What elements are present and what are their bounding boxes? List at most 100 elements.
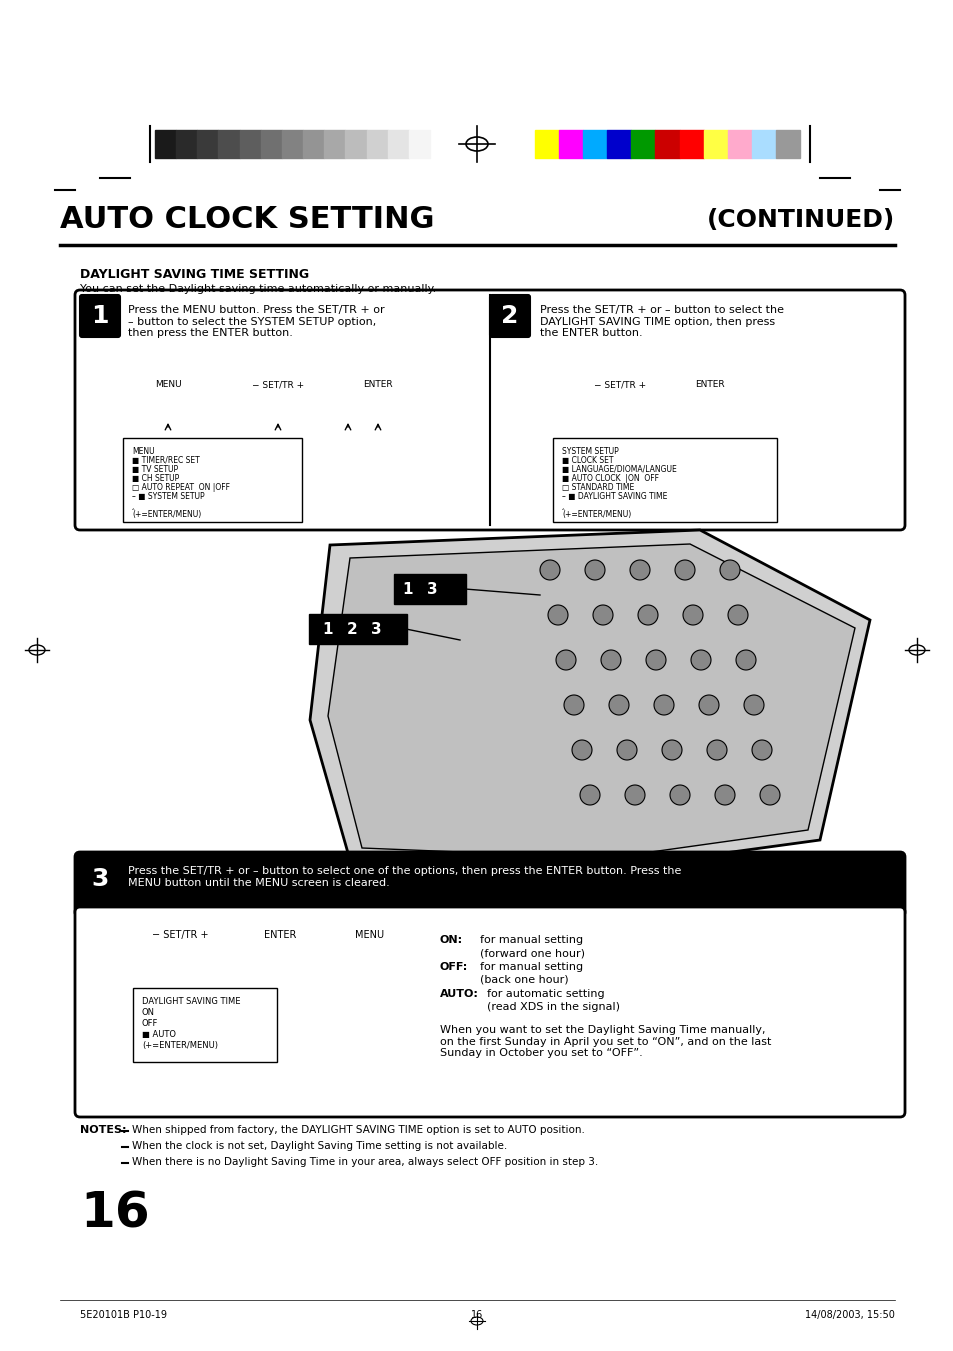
Bar: [154, 130, 176, 158]
Circle shape: [743, 694, 763, 715]
Circle shape: [720, 561, 740, 580]
Text: for manual setting: for manual setting: [479, 935, 582, 944]
Text: for manual setting: for manual setting: [479, 962, 582, 971]
Circle shape: [572, 740, 592, 761]
Text: 5E20101B P10-19: 5E20101B P10-19: [80, 1310, 167, 1320]
Circle shape: [675, 561, 695, 580]
Text: Press the SET/TR + or – button to select the
DAYLIGHT SAVING TIME option, then p: Press the SET/TR + or – button to select…: [539, 305, 783, 338]
Bar: [535, 130, 558, 158]
Circle shape: [539, 561, 559, 580]
Text: ■ TV SETUP: ■ TV SETUP: [132, 465, 178, 474]
Text: 16: 16: [471, 1310, 482, 1320]
Text: SYSTEM SETUP: SYSTEM SETUP: [561, 447, 618, 457]
Text: When the clock is not set, Daylight Saving Time setting is not available.: When the clock is not set, Daylight Savi…: [132, 1142, 507, 1151]
Text: ENTER: ENTER: [264, 929, 295, 940]
Circle shape: [593, 605, 613, 626]
Text: ENTER: ENTER: [363, 380, 393, 389]
FancyBboxPatch shape: [80, 295, 120, 336]
Bar: [387, 130, 409, 158]
Circle shape: [735, 650, 755, 670]
Circle shape: [629, 561, 649, 580]
Bar: [282, 130, 303, 158]
Text: (+=ENTER/MENU): (+=ENTER/MENU): [561, 509, 631, 519]
FancyBboxPatch shape: [394, 574, 465, 604]
Text: 16: 16: [80, 1190, 150, 1238]
FancyBboxPatch shape: [80, 858, 120, 900]
Bar: [727, 130, 751, 158]
Text: ■ LANGUAGE/DIOMA/LANGUE: ■ LANGUAGE/DIOMA/LANGUE: [561, 465, 676, 474]
Text: 1: 1: [91, 304, 109, 328]
Bar: [239, 130, 260, 158]
Circle shape: [579, 785, 599, 805]
Text: AUTO CLOCK SETTING: AUTO CLOCK SETTING: [60, 205, 434, 234]
Text: ■ TIMER/REC SET: ■ TIMER/REC SET: [132, 457, 199, 465]
Text: OFF: OFF: [142, 1019, 158, 1028]
Text: □ AUTO REPEAT  ON |OFF: □ AUTO REPEAT ON |OFF: [132, 484, 230, 492]
Text: 2: 2: [346, 621, 357, 636]
Text: ‸: ‸: [561, 501, 564, 509]
Text: 3: 3: [91, 867, 109, 892]
Text: 3: 3: [426, 581, 436, 597]
Circle shape: [556, 650, 576, 670]
Circle shape: [617, 740, 637, 761]
Text: When you want to set the Daylight Saving Time manually,
on the first Sunday in A: When you want to set the Daylight Saving…: [439, 1025, 771, 1058]
Circle shape: [682, 605, 702, 626]
Circle shape: [706, 740, 726, 761]
Bar: [631, 130, 655, 158]
Bar: [260, 130, 282, 158]
Bar: [775, 130, 800, 158]
Text: for automatic setting: for automatic setting: [486, 989, 604, 998]
Text: MENU: MENU: [154, 380, 181, 389]
Bar: [607, 130, 631, 158]
Polygon shape: [310, 530, 869, 870]
Text: (+=ENTER/MENU): (+=ENTER/MENU): [142, 1042, 218, 1050]
Circle shape: [661, 740, 681, 761]
Text: 1: 1: [322, 621, 333, 636]
Text: (back one hour): (back one hour): [479, 975, 568, 985]
Circle shape: [608, 694, 628, 715]
Text: ■ CLOCK SET: ■ CLOCK SET: [561, 457, 613, 465]
Bar: [197, 130, 218, 158]
FancyBboxPatch shape: [123, 438, 302, 521]
Text: 14/08/2003, 15:50: 14/08/2003, 15:50: [804, 1310, 894, 1320]
Bar: [303, 130, 324, 158]
Bar: [679, 130, 703, 158]
Text: – ■ DAYLIGHT SAVING TIME: – ■ DAYLIGHT SAVING TIME: [561, 492, 667, 501]
Text: You can set the Daylight saving time automatically or manually.: You can set the Daylight saving time aut…: [80, 284, 436, 295]
Text: − SET/TR +: − SET/TR +: [594, 380, 645, 389]
Text: NOTES:: NOTES:: [80, 1125, 127, 1135]
FancyBboxPatch shape: [75, 290, 904, 530]
Circle shape: [669, 785, 689, 805]
Text: DAYLIGHT SAVING TIME: DAYLIGHT SAVING TIME: [142, 997, 240, 1006]
Text: ■ AUTO CLOCK  |ON  OFF: ■ AUTO CLOCK |ON OFF: [561, 474, 659, 484]
Circle shape: [751, 740, 771, 761]
Bar: [558, 130, 582, 158]
Circle shape: [638, 605, 658, 626]
Bar: [655, 130, 679, 158]
FancyBboxPatch shape: [132, 988, 276, 1062]
Text: – ■ SYSTEM SETUP: – ■ SYSTEM SETUP: [132, 492, 204, 501]
Circle shape: [654, 694, 673, 715]
Polygon shape: [328, 544, 854, 858]
Text: Press the MENU button. Press the SET/TR + or
– button to select the SYSTEM SETUP: Press the MENU button. Press the SET/TR …: [128, 305, 384, 338]
Circle shape: [714, 785, 734, 805]
Circle shape: [600, 650, 620, 670]
Text: − SET/TR +: − SET/TR +: [252, 380, 304, 389]
Circle shape: [547, 605, 567, 626]
Circle shape: [690, 650, 710, 670]
Text: ON: ON: [142, 1008, 154, 1017]
Text: 2: 2: [500, 304, 518, 328]
FancyBboxPatch shape: [75, 907, 904, 1117]
Bar: [324, 130, 345, 158]
Text: Press the SET/TR + or – button to select one of the options, then press the ENTE: Press the SET/TR + or – button to select…: [128, 866, 680, 888]
Circle shape: [727, 605, 747, 626]
FancyBboxPatch shape: [75, 852, 904, 917]
Text: ON:: ON:: [439, 935, 462, 944]
Bar: [751, 130, 775, 158]
Text: (read XDS in the signal): (read XDS in the signal): [486, 1002, 619, 1012]
Bar: [218, 130, 239, 158]
Text: DAYLIGHT SAVING TIME SETTING: DAYLIGHT SAVING TIME SETTING: [80, 267, 309, 281]
Bar: [345, 130, 366, 158]
Bar: [703, 130, 727, 158]
Bar: [409, 130, 430, 158]
